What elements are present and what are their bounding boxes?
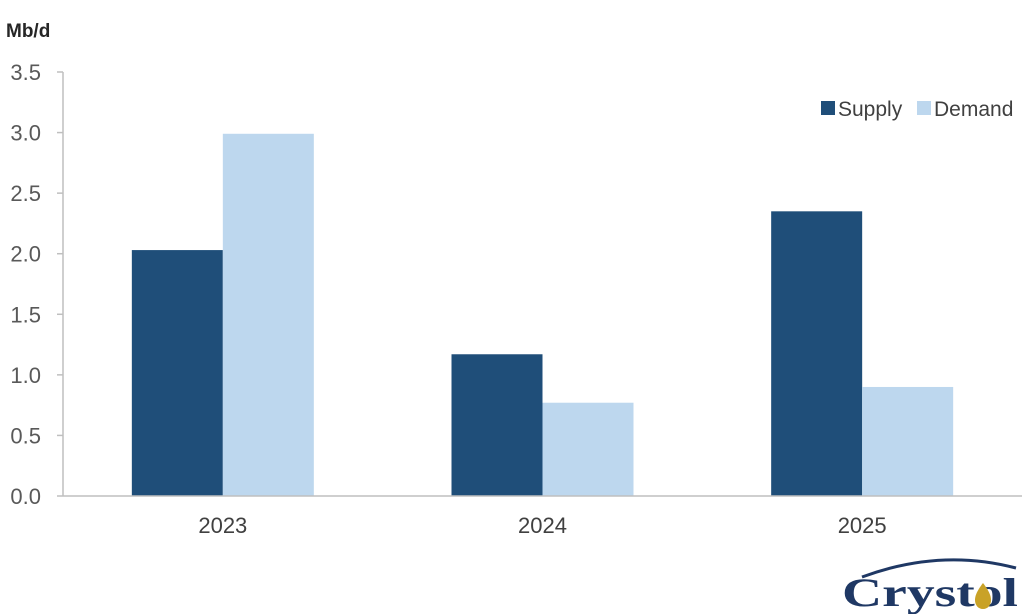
x-category-label: 2025 — [838, 513, 887, 538]
oil-drop-icon — [975, 583, 991, 609]
x-category-label: 2024 — [518, 513, 567, 538]
bar-demand-2024 — [542, 402, 634, 496]
y-axis-unit-label: Mb/d — [6, 21, 50, 42]
y-tick-label: 3.5 — [10, 60, 41, 85]
y-tick-label: 2.0 — [10, 242, 41, 267]
bar-supply-2025 — [771, 211, 863, 497]
bar-supply-2024 — [451, 354, 543, 496]
y-tick-label: 1.5 — [10, 302, 41, 327]
legend-swatch-supply — [821, 101, 835, 115]
legend-swatch-demand — [917, 101, 931, 115]
crystol-logo: Crystol — [842, 558, 1018, 614]
x-category-label: 2023 — [198, 513, 247, 538]
y-axis-ticks: 0.0 0.5 1.0 1.5 2.0 2.5 3.0 3.5 — [10, 60, 63, 509]
bars — [131, 133, 954, 497]
y-tick-label: 3.0 — [10, 121, 41, 146]
bar-demand-2025 — [862, 386, 954, 496]
y-tick-label: 0.0 — [10, 484, 41, 509]
legend-label-demand: Demand — [934, 98, 1013, 121]
logo-text: Crystol — [842, 570, 1018, 614]
x-axis-categories: 2023 2024 2025 — [198, 513, 886, 538]
y-tick-label: 2.5 — [10, 181, 41, 206]
legend: Supply Demand — [821, 98, 1013, 121]
y-tick-label: 0.5 — [10, 423, 41, 448]
logo-swoosh — [861, 558, 1017, 579]
bar-demand-2023 — [222, 133, 314, 497]
y-tick-label: 1.0 — [10, 363, 41, 388]
legend-label-supply: Supply — [838, 98, 903, 121]
bar-supply-2023 — [131, 250, 223, 496]
